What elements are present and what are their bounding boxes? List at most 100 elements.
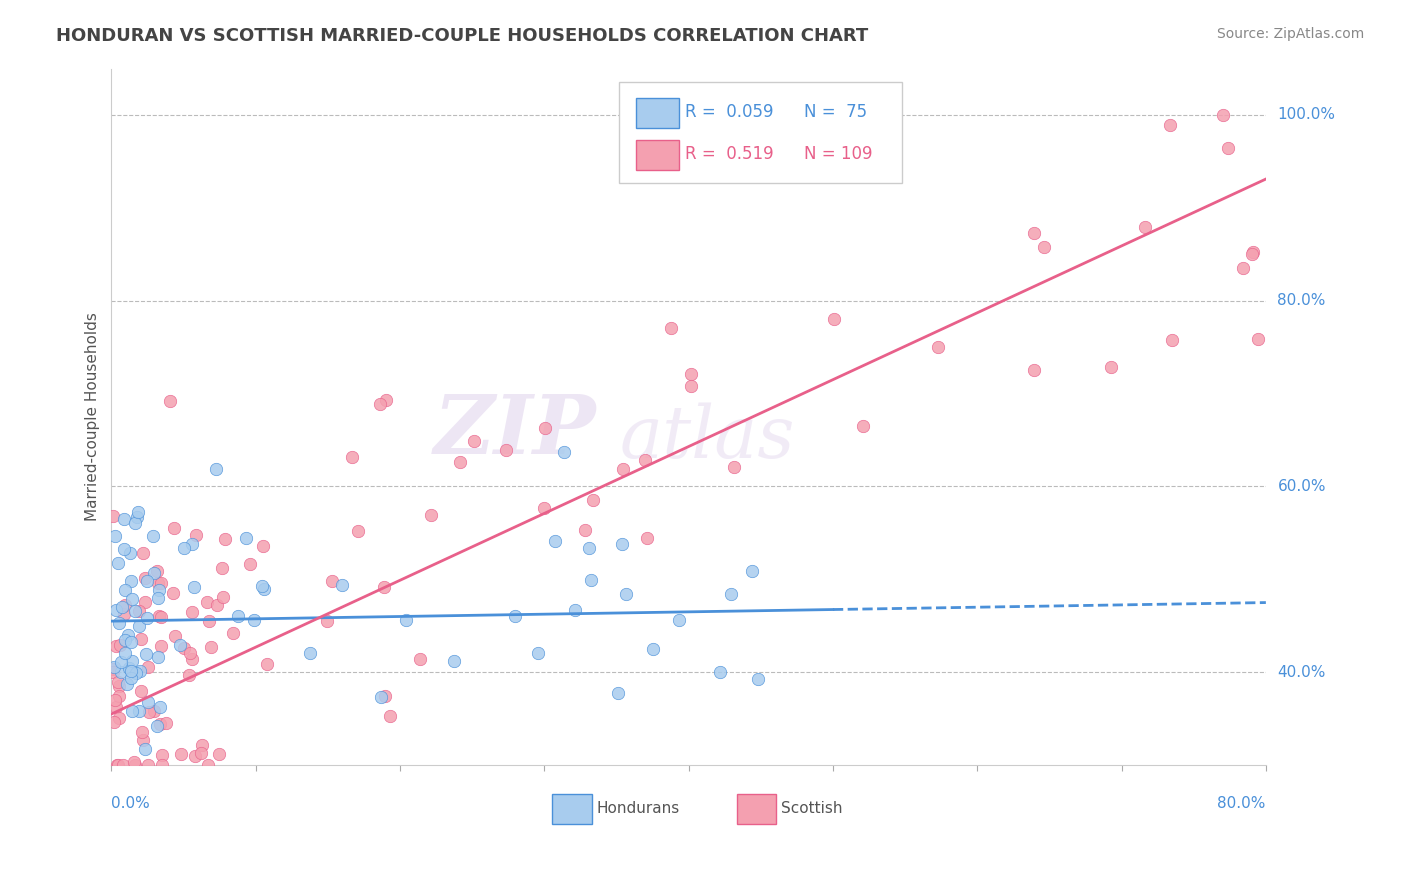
Text: Hondurans: Hondurans — [596, 802, 679, 816]
Point — [107, 674, 129, 689]
Point — [118, 661, 141, 675]
Point — [574, 523, 596, 537]
Point — [107, 616, 129, 631]
Point — [146, 576, 169, 591]
Point — [610, 537, 633, 551]
Point — [374, 689, 396, 703]
Point — [544, 533, 567, 548]
Point — [184, 528, 207, 542]
Point — [564, 603, 586, 617]
Text: N =  75: N = 75 — [804, 103, 868, 121]
Text: 60.0%: 60.0% — [1278, 479, 1326, 494]
Point — [159, 393, 181, 408]
Point — [180, 605, 202, 619]
Point — [316, 614, 339, 628]
Point — [614, 587, 637, 601]
Point — [578, 541, 600, 555]
Point — [235, 531, 257, 545]
Point — [636, 531, 658, 545]
Point — [115, 677, 138, 691]
Text: 40.0%: 40.0% — [1278, 665, 1326, 680]
Point — [150, 575, 173, 590]
Point — [134, 571, 156, 585]
Point — [340, 450, 363, 464]
Point — [105, 699, 128, 714]
FancyBboxPatch shape — [553, 794, 592, 824]
Point — [122, 755, 145, 769]
Point — [1099, 359, 1122, 374]
Y-axis label: Married-couple Households: Married-couple Households — [86, 312, 100, 521]
Point — [741, 564, 763, 578]
Point — [112, 512, 135, 526]
Point — [148, 582, 170, 597]
Point — [226, 609, 249, 624]
Point — [124, 604, 146, 618]
Point — [135, 611, 157, 625]
Point — [129, 684, 152, 698]
Point — [169, 638, 191, 652]
Point — [149, 699, 172, 714]
Point — [121, 591, 143, 606]
Text: 80.0%: 80.0% — [1218, 796, 1265, 811]
Point — [129, 632, 152, 646]
FancyBboxPatch shape — [620, 82, 903, 184]
Point — [170, 747, 193, 761]
Point — [143, 566, 166, 581]
Text: N = 109: N = 109 — [804, 145, 873, 163]
Point — [222, 626, 245, 640]
Point — [495, 443, 517, 458]
Text: HONDURAN VS SCOTTISH MARRIED-COUPLE HOUSEHOLDS CORRELATION CHART: HONDURAN VS SCOTTISH MARRIED-COUPLE HOUS… — [56, 27, 869, 45]
Point — [180, 652, 202, 666]
Point — [120, 574, 142, 588]
Point — [134, 742, 156, 756]
Point — [142, 529, 165, 543]
Point — [634, 452, 657, 467]
Point — [107, 758, 129, 772]
Point — [112, 541, 135, 556]
Point — [1247, 332, 1270, 346]
Point — [110, 665, 132, 679]
Point — [114, 633, 136, 648]
Point — [136, 574, 159, 588]
Text: Source: ZipAtlas.com: Source: ZipAtlas.com — [1216, 27, 1364, 41]
Point — [214, 532, 236, 546]
Point — [420, 508, 443, 522]
Point — [643, 642, 665, 657]
Point — [128, 604, 150, 618]
Point — [195, 595, 218, 609]
Point — [103, 659, 125, 673]
Point — [330, 578, 353, 592]
Point — [205, 598, 228, 612]
Point — [150, 758, 173, 772]
Point — [149, 609, 172, 624]
Point — [1241, 246, 1264, 260]
Point — [108, 679, 131, 693]
Point — [243, 613, 266, 627]
Point — [1160, 333, 1182, 347]
Point — [1022, 363, 1045, 377]
Point — [105, 639, 128, 653]
Point — [823, 311, 845, 326]
Point — [155, 715, 177, 730]
Point — [1212, 108, 1234, 122]
Point — [173, 541, 195, 556]
Point — [104, 529, 127, 543]
Point — [146, 719, 169, 733]
Point — [128, 619, 150, 633]
Point — [1159, 118, 1181, 132]
Point — [679, 379, 702, 393]
Point — [120, 664, 142, 678]
Point — [723, 459, 745, 474]
Point — [108, 711, 131, 725]
Point — [681, 367, 703, 381]
Point — [190, 747, 212, 761]
Point — [108, 689, 131, 703]
Point — [121, 654, 143, 668]
Point — [111, 599, 134, 614]
Point — [146, 591, 169, 605]
Point — [145, 564, 167, 578]
Point — [162, 586, 184, 600]
Text: atlas: atlas — [620, 402, 794, 473]
Point — [184, 748, 207, 763]
Point — [709, 665, 731, 679]
